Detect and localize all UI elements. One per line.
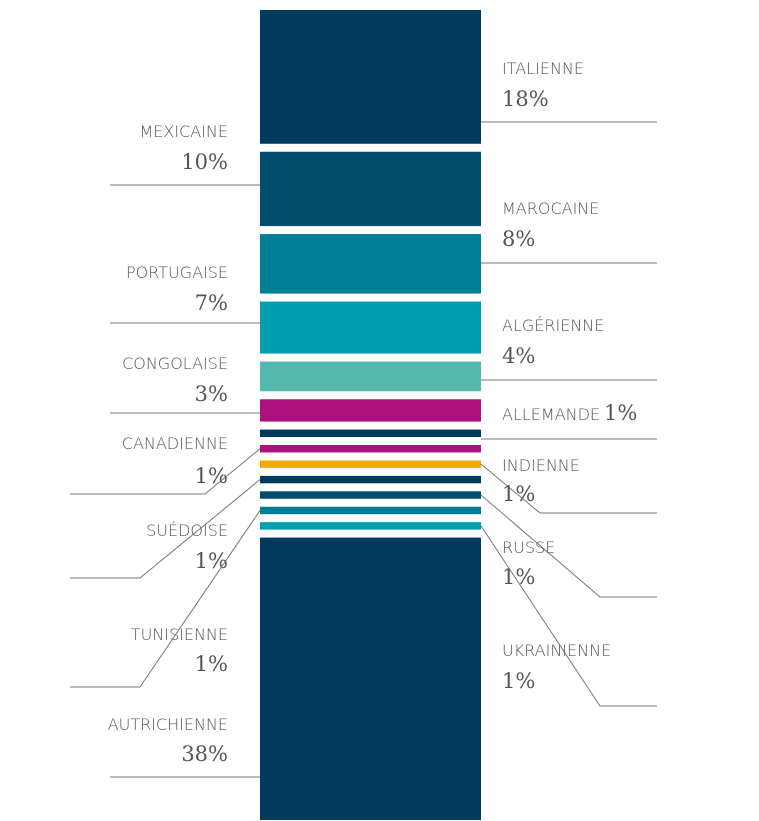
bar-segment (260, 506, 481, 515)
bar-segment (260, 491, 481, 499)
category-name: TUNISIENNE (131, 625, 228, 644)
bar-segment (260, 460, 481, 468)
bar-segment (260, 475, 481, 484)
value-label: 8% (502, 227, 535, 251)
segment-label: ALLEMANDE 1% (502, 401, 637, 425)
value-label: 1% (195, 652, 228, 676)
bar-segment (260, 522, 481, 530)
category-name: CANADIENNE (122, 434, 228, 453)
bar-segment (260, 234, 481, 294)
value-label: 7% (195, 291, 228, 315)
category-name: INDIENNE (502, 456, 580, 475)
category-name: ITALIENNE (502, 59, 584, 78)
category-name: RUSSE (502, 538, 555, 557)
value-label: 18% (502, 87, 549, 111)
bar-segment (260, 151, 481, 227)
bar-segment (260, 399, 481, 422)
leader-line (70, 510, 261, 688)
leader-line (480, 494, 657, 598)
bar-segment (260, 361, 481, 392)
value-label: 1% (195, 464, 228, 488)
category-name: MEXICAINE (139, 122, 228, 141)
leader-line (480, 525, 657, 707)
category-name: SUÉDOISE (146, 521, 228, 540)
value-label: 4% (502, 344, 535, 368)
bar-segment (260, 301, 481, 354)
value-label: 1% (502, 565, 535, 589)
category-name: MAROCAINE (502, 199, 599, 218)
value-label: 1% (502, 482, 535, 506)
bar-segment (260, 537, 481, 820)
value-label: 1% (604, 401, 637, 425)
category-name: ALGÉRIENNE (502, 316, 604, 335)
category-name: ALLEMANDE (502, 405, 600, 424)
category-name: AUTRICHIENNE (108, 715, 228, 734)
category-name: CONGOLAISE (122, 354, 228, 373)
category-name: PORTUGAISE (126, 263, 228, 282)
value-label: 38% (181, 742, 228, 766)
bar-segment (260, 429, 481, 438)
leader-line (70, 479, 261, 579)
bar-segment (260, 445, 481, 453)
value-label: 1% (195, 549, 228, 573)
value-label: 10% (181, 150, 228, 174)
leader-line (480, 463, 657, 514)
category-name: UKRAINIENNE (502, 641, 611, 660)
leader-line (70, 448, 261, 495)
value-label: 1% (502, 669, 535, 693)
value-label: 3% (195, 382, 228, 406)
bar-segment (260, 10, 481, 144)
